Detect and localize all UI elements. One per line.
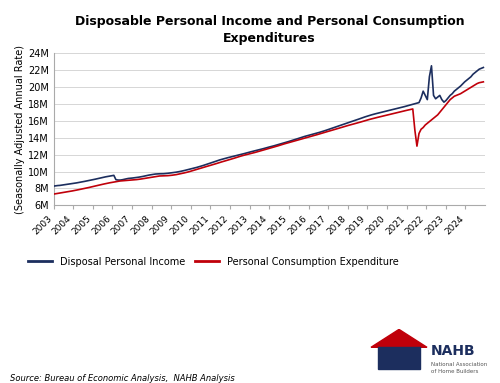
Text: Source: Bureau of Economic Analysis,  NAHB Analysis: Source: Bureau of Economic Analysis, NAH… — [10, 374, 235, 383]
Legend: Disposal Personal Income, Personal Consumption Expenditure: Disposal Personal Income, Personal Consu… — [24, 253, 402, 271]
Text: of Home Builders: of Home Builders — [431, 369, 478, 374]
Polygon shape — [371, 329, 427, 347]
Y-axis label: (Seasonally Adjusted Annual Rate): (Seasonally Adjusted Annual Rate) — [15, 45, 25, 214]
Text: NAHB: NAHB — [431, 344, 476, 358]
Polygon shape — [378, 347, 420, 369]
Title: Disposable Personal Income and Personal Consumption
Expenditures: Disposable Personal Income and Personal … — [74, 15, 464, 45]
Text: National Association: National Association — [431, 362, 488, 367]
